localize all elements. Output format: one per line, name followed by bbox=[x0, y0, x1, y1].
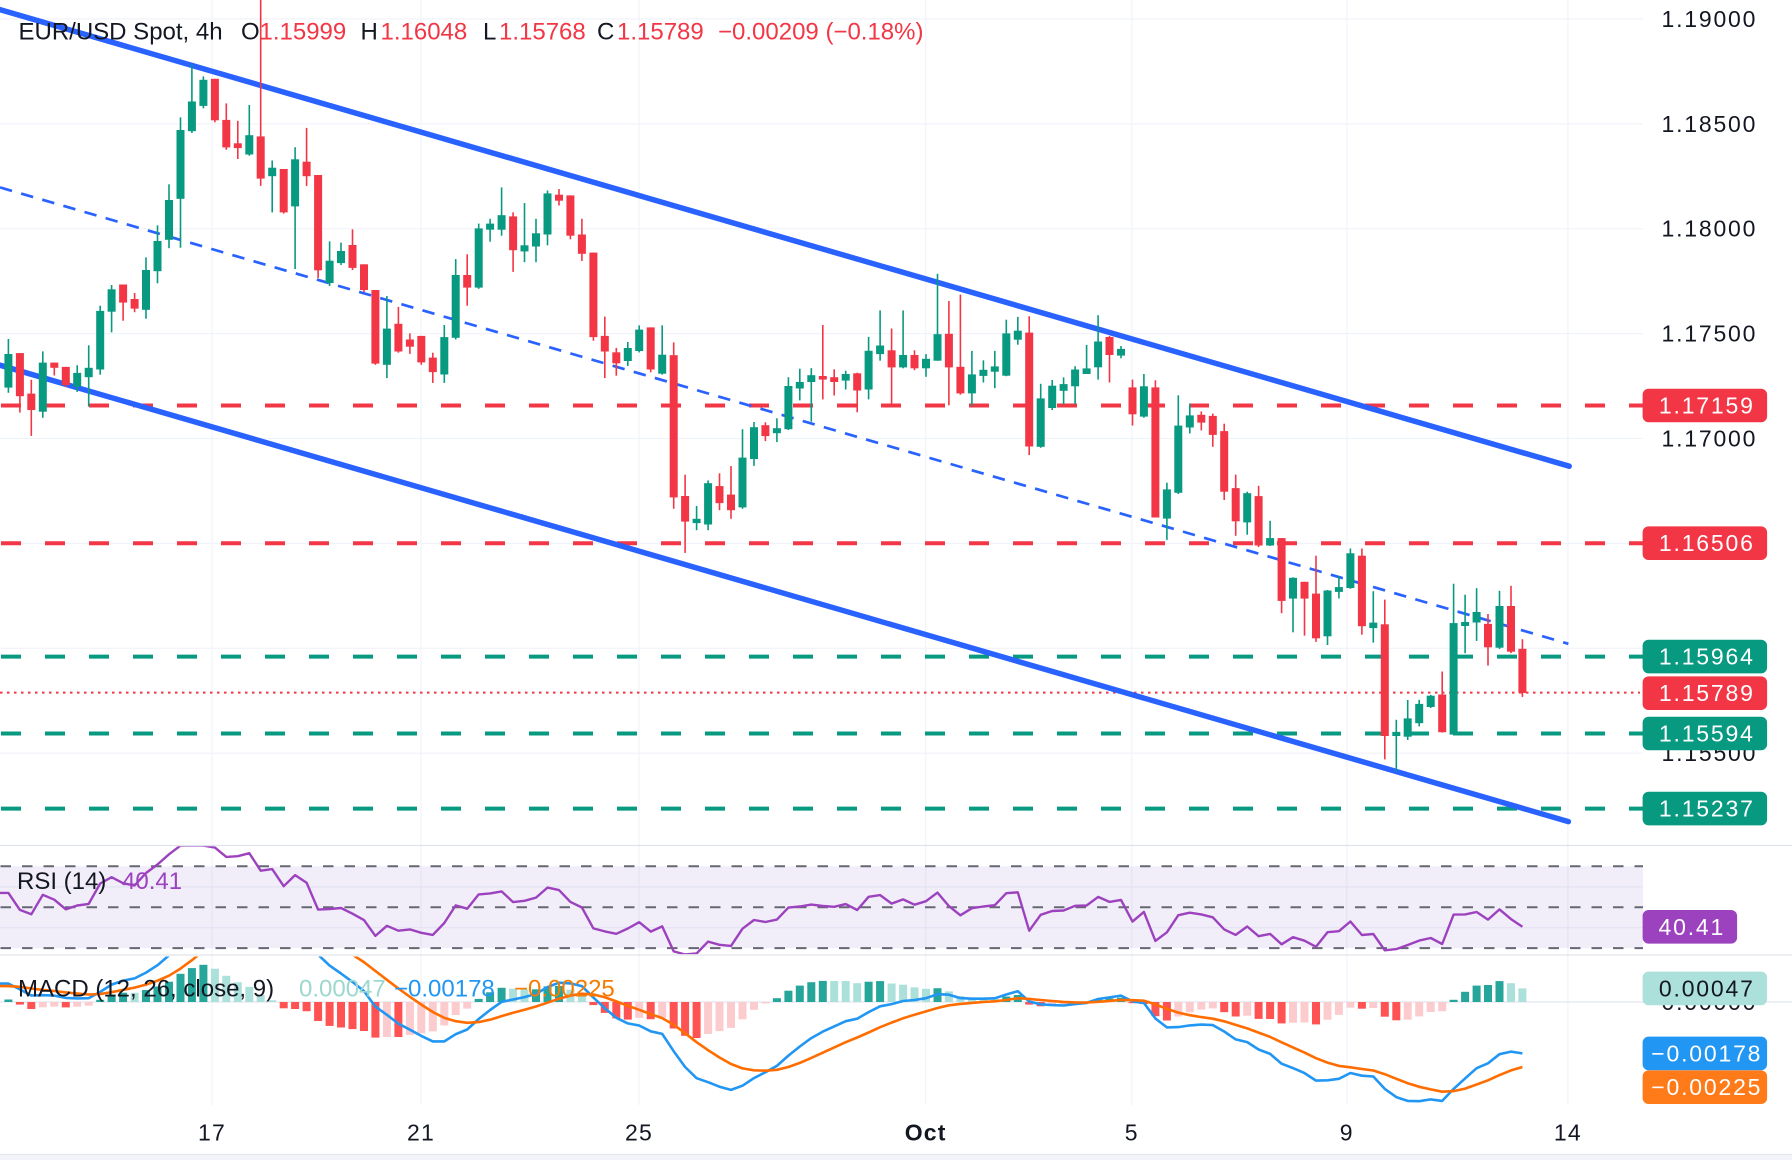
svg-text:−0.00178: −0.00178 bbox=[394, 976, 495, 1003]
svg-text:40.41: 40.41 bbox=[1659, 914, 1726, 940]
svg-text:1.17000: 1.17000 bbox=[1662, 426, 1758, 452]
svg-text:1.16506: 1.16506 bbox=[1659, 530, 1755, 556]
svg-text:0.00047: 0.00047 bbox=[299, 976, 386, 1003]
svg-text:21: 21 bbox=[407, 1120, 435, 1146]
svg-text:−0.00209 (−0.18%): −0.00209 (−0.18%) bbox=[718, 19, 924, 46]
svg-text:MACD (12, 26, close, 9): MACD (12, 26, close, 9) bbox=[18, 976, 274, 1003]
svg-text:5: 5 bbox=[1125, 1120, 1139, 1146]
svg-text:1.15237: 1.15237 bbox=[1659, 796, 1755, 822]
svg-text:1.18500: 1.18500 bbox=[1662, 111, 1758, 137]
svg-text:14: 14 bbox=[1554, 1120, 1582, 1146]
svg-text:−0.00178: −0.00178 bbox=[1651, 1040, 1762, 1066]
svg-text:H: H bbox=[361, 19, 378, 46]
svg-text:1.15768: 1.15768 bbox=[499, 19, 586, 46]
svg-text:1.15789: 1.15789 bbox=[1659, 680, 1755, 706]
svg-text:Oct: Oct bbox=[905, 1120, 947, 1146]
svg-text:L: L bbox=[483, 19, 496, 46]
svg-text:1.17159: 1.17159 bbox=[1659, 393, 1755, 419]
svg-text:C: C bbox=[597, 19, 614, 46]
svg-text:1.15594: 1.15594 bbox=[1659, 721, 1755, 747]
svg-text:1.15999: 1.15999 bbox=[260, 19, 347, 46]
svg-text:1.15964: 1.15964 bbox=[1659, 644, 1755, 670]
svg-text:9: 9 bbox=[1340, 1120, 1354, 1146]
svg-text:1.18000: 1.18000 bbox=[1662, 216, 1758, 242]
svg-text:0.00047: 0.00047 bbox=[1659, 975, 1755, 1001]
svg-text:17: 17 bbox=[198, 1120, 226, 1146]
svg-text:EUR/USD Spot, 4h: EUR/USD Spot, 4h bbox=[19, 19, 223, 46]
svg-text:1.15789: 1.15789 bbox=[617, 19, 704, 46]
svg-text:−0.00225: −0.00225 bbox=[1651, 1074, 1762, 1100]
svg-text:40.41: 40.41 bbox=[122, 868, 182, 895]
svg-text:1.19000: 1.19000 bbox=[1662, 6, 1758, 32]
svg-text:RSI (14): RSI (14) bbox=[17, 868, 106, 895]
svg-text:1.16048: 1.16048 bbox=[381, 19, 468, 46]
svg-text:O: O bbox=[241, 19, 260, 46]
svg-text:1.17500: 1.17500 bbox=[1662, 321, 1758, 347]
svg-text:−0.00225: −0.00225 bbox=[514, 976, 615, 1003]
svg-text:25: 25 bbox=[625, 1120, 653, 1146]
